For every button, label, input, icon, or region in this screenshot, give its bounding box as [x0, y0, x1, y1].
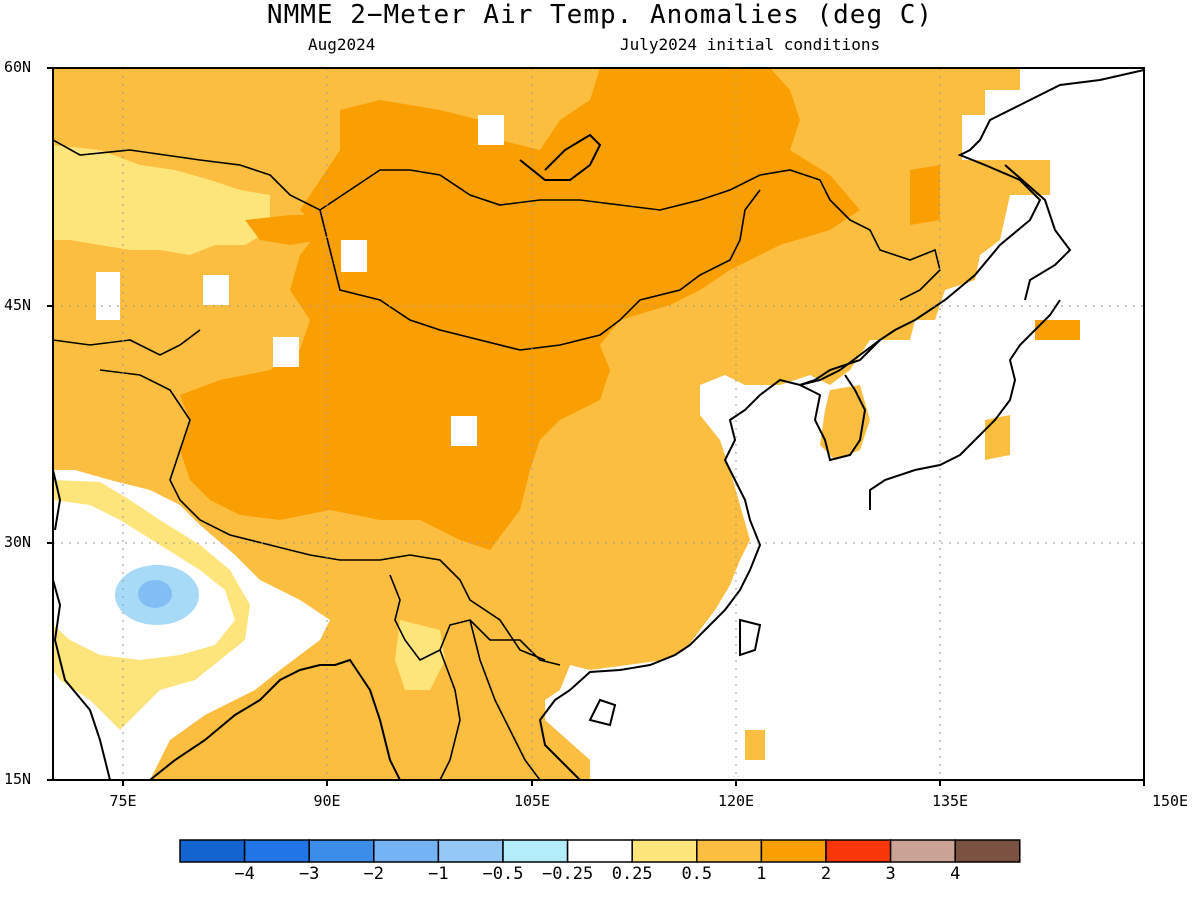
- legend-label: −3: [298, 864, 320, 884]
- graticule: [53, 68, 1144, 780]
- legend-label: −2: [363, 864, 385, 884]
- initial-conditions: July2024 initial conditions: [620, 35, 881, 54]
- legend-label: 2: [820, 864, 832, 884]
- legend-swatch: [825, 839, 892, 863]
- legend-swatch: [179, 839, 246, 863]
- lat-label: 45N: [4, 296, 32, 314]
- lake-mask-cell: [341, 240, 367, 272]
- legend-label: −0.25: [542, 864, 594, 884]
- anomaly-region-0.5-1-korea: [820, 385, 870, 460]
- anomaly-region-0.5-1-japan: [985, 415, 1010, 460]
- lake-mask-cell: [203, 275, 229, 305]
- lon-label: 150E: [1151, 792, 1189, 810]
- anomaly-region-1-2-hokkaido: [1035, 320, 1080, 340]
- lat-label: 60N: [4, 58, 32, 76]
- lat-label: 30N: [4, 533, 32, 551]
- lon-label: 105E: [513, 792, 551, 810]
- legend-swatch: [308, 839, 375, 863]
- forecast-month: Aug2024: [308, 35, 376, 54]
- anomaly-region-0.25-0.5-west: [53, 145, 270, 255]
- legend-label: 1: [756, 864, 767, 884]
- legend-label: −1: [428, 864, 449, 884]
- legend-swatch: [243, 839, 310, 863]
- anomaly-region-0.5-1-taiwan: [745, 730, 765, 760]
- legend-swatch: [760, 839, 827, 863]
- map-title: NMME 2−Meter Air Temp. Anomalies (deg C): [266, 0, 934, 30]
- legend-swatch: [631, 839, 698, 863]
- legend-swatch: [889, 839, 956, 863]
- legend-label: 3: [885, 864, 896, 884]
- coastlines: [53, 69, 1144, 780]
- anomaly-region-neg-1: [138, 580, 172, 608]
- legend-label: 0.5: [681, 864, 713, 884]
- legend-label: 4: [950, 864, 961, 884]
- legend-swatch: [696, 839, 763, 863]
- lon-label: 90E: [313, 792, 341, 810]
- country-borders: [53, 139, 941, 780]
- anomaly-region-0.25-0.5-burma: [395, 620, 445, 690]
- lake-mask-cell: [96, 272, 120, 320]
- lake-mask-cell: [451, 416, 477, 446]
- legend-swatch: [502, 839, 569, 863]
- anomaly-region-1-2-west: [245, 215, 325, 245]
- anomaly-map: [47, 67, 1145, 786]
- lon-label: 135E: [931, 792, 969, 810]
- anomaly-region-1-2-main: [180, 68, 860, 550]
- legend-label: −0.5: [482, 864, 524, 884]
- axis-ticks: [47, 67, 1145, 786]
- lat-label: 15N: [4, 770, 32, 788]
- lon-label: 120E: [717, 792, 755, 810]
- legend-swatch: [437, 839, 504, 863]
- legend-swatch: [566, 839, 633, 863]
- legend-label: −4: [234, 864, 255, 884]
- lon-label: 75E: [109, 792, 137, 810]
- legend-label: 0.25: [611, 864, 653, 884]
- legend-swatch: [373, 839, 440, 863]
- color-legend: [179, 839, 1021, 863]
- legend-swatch: [954, 839, 1021, 863]
- map-frame: [52, 67, 1145, 781]
- lake-mask-cell: [273, 337, 299, 367]
- anomaly-region-1-2-northeast: [910, 165, 940, 225]
- lake-mask-cell: [478, 115, 504, 145]
